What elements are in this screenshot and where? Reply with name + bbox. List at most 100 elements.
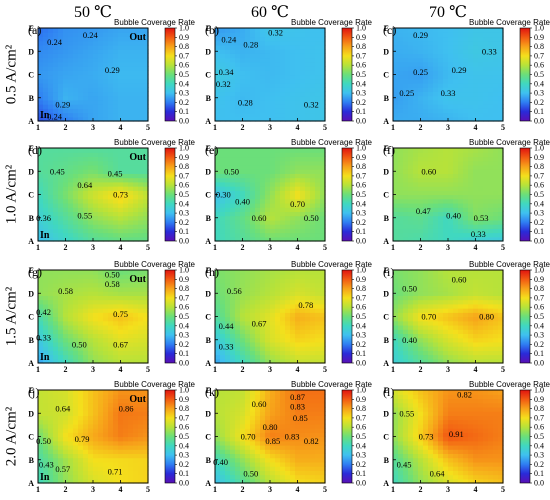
- heatmap-cell: [138, 228, 144, 234]
- heatmap-cell: [488, 160, 494, 166]
- heatmap-cell: [408, 44, 414, 50]
- heatmap-cell: [63, 444, 69, 450]
- heatmap-cell: [260, 303, 266, 309]
- heatmap-cell: [108, 346, 114, 351]
- heatmap-cell: [68, 104, 74, 109]
- heatmap-cell: [300, 112, 306, 118]
- heatmap-cell: [63, 415, 69, 421]
- heatmap-cell: [220, 337, 226, 343]
- heatmap-cell: [43, 57, 49, 63]
- colorbar-tick-label: 0.7: [534, 293, 544, 302]
- heatmap-cell: [103, 354, 109, 360]
- x-tick-label: 1: [213, 365, 217, 374]
- heatmap-cell: [225, 219, 231, 225]
- heatmap-cell: [433, 232, 439, 238]
- heatmap-cell: [285, 346, 291, 351]
- heatmap-cell: [478, 274, 484, 280]
- heatmap-cell: [230, 219, 236, 225]
- heatmap-cell: [448, 61, 454, 67]
- heatmap-cell: [48, 428, 54, 433]
- heatmap-cell: [98, 95, 104, 101]
- heatmap-cell: [260, 32, 266, 38]
- heatmap-cell: [320, 329, 326, 335]
- heatmap-cell: [433, 320, 439, 326]
- heatmap-cell: [118, 108, 124, 114]
- heatmap-cell: [260, 57, 266, 63]
- heatmap-cell: [53, 274, 59, 280]
- heatmap-cell: [473, 112, 479, 118]
- heatmap-cell: [270, 190, 276, 196]
- heatmap-cell: [458, 99, 464, 105]
- heatmap-cell: [265, 312, 271, 318]
- heatmap-cell: [128, 274, 134, 280]
- heatmap-cell: [300, 181, 306, 187]
- heatmap-cell: [255, 32, 261, 38]
- heatmap-cell: [398, 228, 404, 234]
- heatmap-cell: [230, 207, 236, 213]
- heatmap-cell: [315, 329, 321, 335]
- heatmap-cell: [235, 228, 241, 234]
- heatmap-cell: [295, 53, 301, 59]
- heatmap-cell: [488, 219, 494, 225]
- heatmap-cell: [48, 40, 54, 46]
- heatmap-cell: [53, 282, 59, 288]
- heatmap-cell: [275, 202, 281, 208]
- heatmap-cell: [53, 152, 59, 158]
- heatmap-cell: [453, 350, 459, 356]
- colorbar-tick-label: 0.9: [356, 33, 366, 42]
- heatmap-cell: [275, 164, 281, 170]
- heatmap-cell: [63, 169, 69, 174]
- heatmap-cell: [230, 112, 236, 118]
- heatmap-cell: [240, 66, 246, 71]
- heatmap-cell: [433, 66, 439, 71]
- heatmap-cell: [423, 36, 429, 42]
- heatmap-cell: [143, 87, 149, 93]
- heatmap-cell: [98, 198, 104, 204]
- y-tick-label: D: [205, 167, 211, 176]
- heatmap-cell: [225, 354, 231, 360]
- heatmap-cell: [138, 278, 144, 284]
- heatmap-cell: [133, 354, 139, 360]
- heatmap-cell: [133, 278, 139, 284]
- heatmap-cell: [438, 282, 444, 288]
- heatmap-cell: [255, 350, 261, 356]
- heatmap-cell: [438, 215, 444, 221]
- heatmap-cell: [128, 316, 134, 322]
- heatmap-cell: [413, 236, 419, 242]
- heatmap-cell: [78, 219, 84, 225]
- heatmap-cell: [230, 337, 236, 343]
- heatmap-cell: [220, 148, 226, 153]
- heatmap-cell: [48, 194, 54, 200]
- heatmap-cell: [58, 173, 64, 179]
- heatmap-cell: [483, 82, 489, 88]
- colorbar-tick-label: 0.9: [179, 275, 189, 284]
- heatmap-cell: [448, 194, 454, 200]
- heatmap-cell: [320, 104, 326, 109]
- heatmap-cell: [428, 57, 434, 63]
- heatmap-cell: [63, 82, 69, 88]
- heatmap-cell: [498, 198, 504, 204]
- heatmap-cell: [393, 57, 399, 63]
- heatmap-cell: [230, 215, 236, 221]
- heatmap-cell: [83, 232, 89, 238]
- heatmap-cell: [78, 116, 84, 122]
- heatmap-cell: [295, 198, 301, 204]
- heatmap-cell: [393, 329, 399, 335]
- heatmap-cell: [310, 236, 316, 242]
- heatmap-cell: [58, 341, 64, 347]
- heatmap-cell: [58, 190, 64, 196]
- heatmap-cell: [230, 152, 236, 158]
- heatmap-cell: [73, 291, 79, 296]
- heatmap-cell: [423, 341, 429, 347]
- colorbar-tick-label: 0.9: [179, 153, 189, 162]
- heatmap-cell: [215, 219, 221, 225]
- heatmap-cell: [458, 274, 464, 280]
- heatmap-cell: [58, 215, 64, 221]
- heatmap-cell: [428, 207, 434, 213]
- heatmap-cell: [250, 228, 256, 234]
- data-label: 0.64: [77, 180, 93, 190]
- heatmap-cell: [230, 177, 236, 183]
- data-label: 0.58: [58, 286, 73, 296]
- heatmap-cell: [235, 173, 241, 179]
- heatmap-cell: [98, 346, 104, 351]
